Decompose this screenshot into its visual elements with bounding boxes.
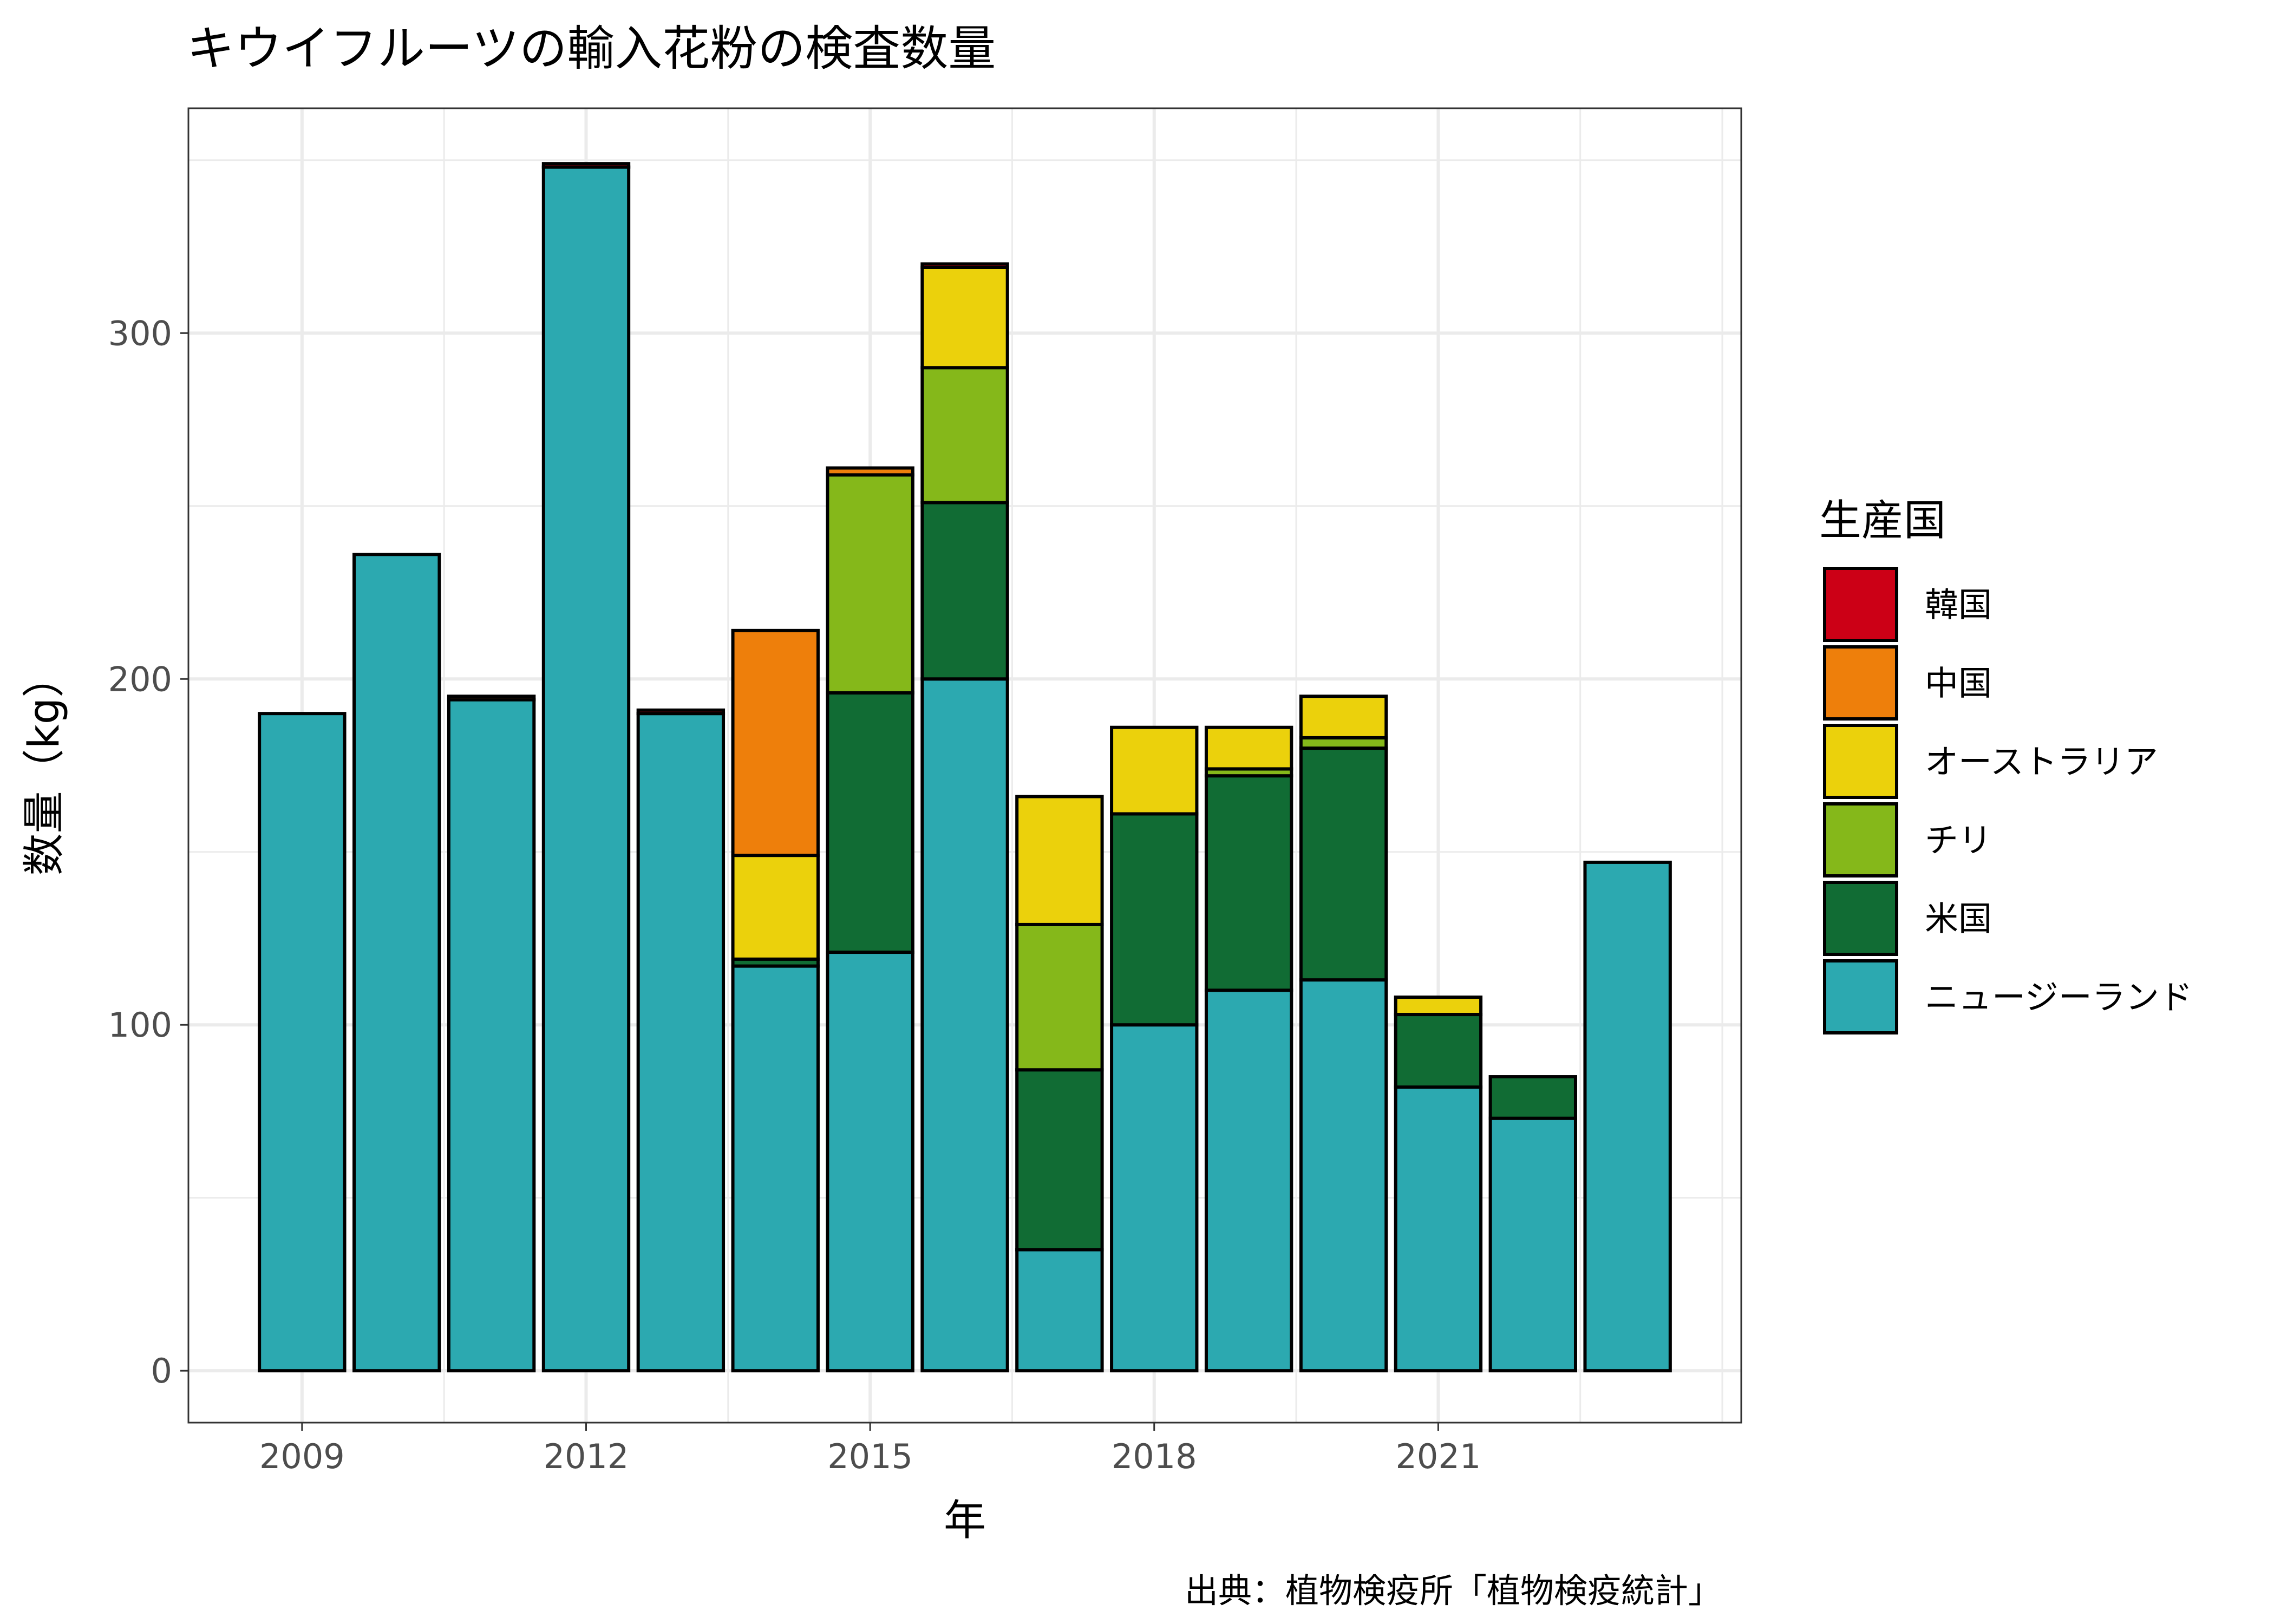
y-tick-label: 100 [108, 1005, 172, 1045]
bar-segment [1394, 1085, 1483, 1373]
bar-segment [731, 854, 820, 961]
bar-segment [1204, 988, 1293, 1373]
bar-segment [1583, 860, 1672, 1373]
bar-segment [447, 698, 536, 1373]
legend-key [1823, 881, 1898, 956]
bar-segment [920, 265, 1009, 370]
x-tick-label: 2015 [827, 1437, 913, 1476]
bars [258, 162, 1672, 1373]
bar-segment [1015, 1248, 1104, 1373]
bar-segment [1488, 1075, 1577, 1120]
legend-key [1823, 959, 1898, 1034]
axis-ticks: 2009 2012 2015 2018 2021 0 100 200 300 [108, 313, 1481, 1476]
bar-segment [1394, 996, 1483, 1017]
y-tick-label: 200 [108, 659, 172, 699]
legend-label: オーストラリア [1925, 742, 2158, 782]
legend-label: チリ [1925, 821, 1992, 860]
legend-label: 米国 [1925, 899, 1992, 939]
y-axis-title: 数量（kg） [20, 656, 69, 876]
bar-segment [258, 712, 347, 1373]
bar-segment [826, 466, 914, 477]
bar-segment [447, 695, 536, 702]
bar-segment [1299, 695, 1388, 739]
legend-label: ニュージーランド [1925, 978, 2193, 1017]
x-tick-label: 2009 [259, 1437, 345, 1476]
bar-segment [1488, 1116, 1577, 1373]
bar-segment [541, 162, 631, 169]
legend-label: 韓国 [1925, 585, 1992, 625]
bar-segment [1110, 725, 1199, 816]
plot-panel: 2009 2012 2015 2018 2021 0 100 200 300 [108, 107, 1742, 1476]
bar-segment [920, 366, 1009, 505]
y-tick-label: 0 [151, 1351, 172, 1391]
legend-key [1823, 802, 1898, 878]
bar-segment [1299, 746, 1388, 982]
legend-key [1823, 645, 1898, 721]
bar-segment [1110, 812, 1199, 1027]
bar-segment [1015, 922, 1104, 1072]
bar-segment [1204, 774, 1293, 992]
bar-segment [1394, 1013, 1483, 1089]
bar-segment [352, 553, 441, 1373]
bar-segment [920, 677, 1009, 1373]
bar-segment [636, 712, 726, 1373]
x-tick-label: 2012 [544, 1437, 629, 1476]
bar-segment [1110, 1023, 1199, 1373]
bar-segment [826, 473, 914, 695]
bar-segment [1299, 978, 1388, 1373]
y-tick-label: 300 [108, 313, 172, 353]
bar-segment [731, 628, 820, 857]
legend-key [1823, 567, 1898, 642]
bar-segment [636, 708, 726, 716]
bar-segment [920, 501, 1009, 681]
legend-label: 中国 [1925, 664, 1992, 703]
x-axis-title: 年 [944, 1496, 986, 1545]
x-tick-label: 2021 [1395, 1437, 1481, 1476]
bar-segment [826, 951, 914, 1373]
bar-segment [1015, 795, 1104, 926]
bar-segment [541, 165, 631, 1373]
caption: 出典：植物検疫所「植物検疫統計」 [1185, 1571, 1722, 1610]
legend-title: 生産国 [1819, 496, 1946, 545]
bar-segment [731, 964, 820, 1373]
plot-border [187, 107, 1742, 1424]
bar-segment [920, 262, 1009, 269]
bar-segment [1204, 725, 1293, 771]
bar-segment [1015, 1068, 1104, 1252]
legend-key [1823, 724, 1898, 799]
bar-segment [826, 691, 914, 954]
chart-title: キウイフルーツの輸入花粉の検査数量 [187, 21, 996, 76]
x-tick-label: 2018 [1112, 1437, 1197, 1476]
